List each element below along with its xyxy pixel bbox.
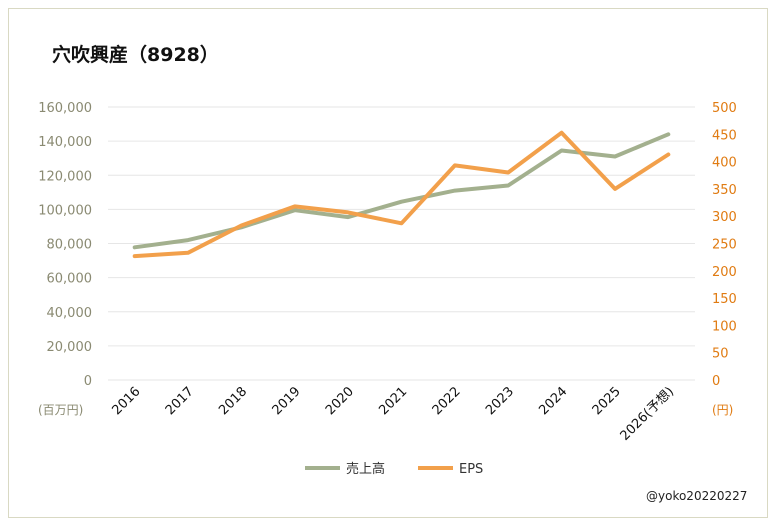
right-tick-label: 300 xyxy=(712,210,737,225)
left-tick-label: 100,000 xyxy=(38,203,92,218)
legend-label-sales: 売上高 xyxy=(346,461,385,477)
x-tick-label: 2019 xyxy=(270,384,304,418)
right-tick-label: 50 xyxy=(712,347,729,362)
left-tick-label: 0 xyxy=(84,374,92,389)
x-tick-label: 2026(予想) xyxy=(617,384,677,444)
right-tick-label: 0 xyxy=(712,374,720,389)
legend-label-eps: EPS xyxy=(459,462,483,477)
left-tick-label: 80,000 xyxy=(47,238,93,253)
credit-text: @yoko20220227 xyxy=(646,489,748,503)
gridlines xyxy=(108,106,695,381)
x-tick-label: 2017 xyxy=(163,384,197,418)
x-tick-label: 2018 xyxy=(216,384,250,418)
chart-title: 穴吹興産（8928） xyxy=(52,44,219,66)
left-tick-label: 40,000 xyxy=(47,306,93,321)
x-tick-label: 2022 xyxy=(430,384,464,418)
right-tick-label: 350 xyxy=(712,183,737,198)
right-tick-label: 500 xyxy=(712,101,737,116)
series-lines xyxy=(132,130,671,259)
left-axis-unit: (百万円) xyxy=(38,403,83,417)
series-line-sales xyxy=(132,132,671,250)
x-tick-label: 2024 xyxy=(536,384,570,418)
right-tick-label: 150 xyxy=(712,292,737,307)
chart-frame xyxy=(8,8,768,518)
left-tick-label: 160,000 xyxy=(38,101,92,116)
left-axis: 0 20,000 40,000 60,000 80,000 100,000 120,000 1… xyxy=(38,101,92,389)
x-tick-label: 2016 xyxy=(110,384,144,418)
x-tick-label: 2020 xyxy=(323,384,357,418)
right-tick-label: 100 xyxy=(712,319,737,334)
legend: 売上高 EPS xyxy=(305,461,483,477)
right-tick-label: 450 xyxy=(712,128,737,143)
right-tick-label: 250 xyxy=(712,238,737,253)
left-tick-label: 20,000 xyxy=(47,340,93,355)
x-tick-label: 2021 xyxy=(376,384,410,418)
left-tick-label: 120,000 xyxy=(38,169,92,184)
right-tick-label: 400 xyxy=(712,156,737,171)
x-tick-label: 2025 xyxy=(590,384,624,418)
series-line-eps xyxy=(132,130,671,259)
left-tick-label: 60,000 xyxy=(47,272,93,287)
right-axis-unit: (円) xyxy=(712,403,733,417)
right-tick-label: 200 xyxy=(712,265,737,280)
x-tick-label: 2023 xyxy=(483,384,517,418)
x-axis: 2016 2017 2018 2019 2020 2021 2022 2023 2024 2025… xyxy=(110,384,678,444)
left-tick-label: 140,000 xyxy=(38,135,92,150)
right-axis: 0 50 100 150 200 250 300 350 400 450 500 xyxy=(712,101,737,389)
